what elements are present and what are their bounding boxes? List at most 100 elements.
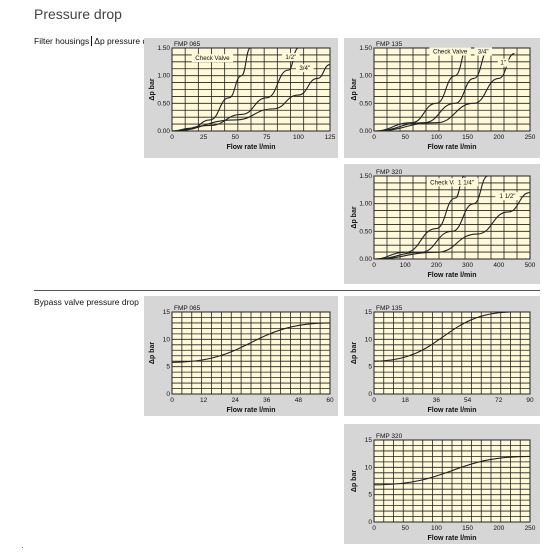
section-filter-housings-subtitle: Δp pressure drop — [94, 36, 160, 46]
chart-fh-fmp320: FMP 320 0 100 200 300 400 500 0.00 0.50 1.00 1.50 F… — [351, 169, 536, 279]
y-axis-label: Δp bar — [149, 342, 156, 364]
x-tick-label: 300 — [462, 262, 473, 269]
y-axis-label: Δp bar — [351, 342, 358, 364]
chart-title: FMP 320 — [376, 169, 403, 176]
y-tick-label: 0 — [368, 519, 372, 526]
x-tick-label: 200 — [431, 262, 442, 269]
y-tick-label: 15 — [365, 437, 373, 444]
series-line-2 — [171, 47, 299, 132]
x-tick-label: 250 — [525, 134, 536, 141]
x-tick-label: 500 — [525, 262, 536, 269]
series-line-1 — [373, 455, 531, 486]
series-line-1 — [373, 175, 465, 260]
chart-panel-bp-fmp135: FMP 135 0 18 36 54 72 90 0 5 10 15 Flow rate l/min Δ… — [344, 296, 540, 416]
x-tick-label: 50 — [402, 525, 410, 532]
x-tick-label: 100 — [400, 262, 411, 269]
y-tick-label: 1.00 — [157, 73, 170, 80]
chart-bp-fmp065: FMP 065 0 12 24 36 48 60 0 5 10 15 Flow rate l/min Δ… — [149, 305, 334, 414]
chart-panel-bp-fmp065: FMP 065 0 12 24 36 48 60 0 5 10 15 Flow rate l/min Δ… — [144, 296, 338, 416]
x-tick-label: 400 — [493, 262, 504, 269]
annotation-background — [497, 58, 509, 67]
x-tick-label: 0 — [372, 134, 376, 141]
annotation-background — [495, 192, 520, 201]
y-tick-label: 15 — [163, 309, 171, 316]
section-bypass-label: Bypass valve pressure drop — [34, 297, 139, 307]
x-tick-label: 18 — [402, 397, 410, 404]
chart-title: FMP 135 — [376, 305, 403, 312]
x-tick-label: 200 — [493, 525, 504, 532]
x-axis-label: Flow rate l/min — [427, 535, 476, 542]
y-tick-label: 1.50 — [359, 45, 372, 52]
y-tick-label: 5 — [368, 364, 372, 371]
chart-panel-bp-fmp320: FMP 320 0 50 100 150 200 250 0 5 10 15 Flow rate l/… — [344, 424, 540, 544]
x-tick-label: 36 — [433, 397, 441, 404]
chart-bp-fmp320: FMP 320 0 50 100 150 200 250 0 5 10 15 Flow rate l/… — [351, 433, 536, 542]
chart-fh-fmp065: FMP 065 0 25 50 75 100 125 0.00 0.50 1.00 1.50 Flow… — [149, 41, 336, 151]
chart-panel-fh-fmp065: FMP 065 0 25 50 75 100 125 0.00 0.50 1.00 1.50 Flow… — [144, 38, 338, 158]
x-axis-label: Flow rate l/min — [226, 144, 275, 151]
annotation-background — [429, 47, 471, 56]
annotation-label: 3/4" — [299, 65, 310, 72]
y-tick-label: 0.50 — [359, 228, 372, 235]
series-line-2 — [373, 47, 490, 132]
x-tick-label: 0 — [170, 397, 174, 404]
x-tick-label: 0 — [372, 397, 376, 404]
annotation-label: Check Valve — [430, 179, 465, 186]
y-tick-label: 0 — [368, 391, 372, 398]
section-divider — [34, 290, 540, 291]
chart-panel-fh-fmp135: FMP 135 0 50 100 150 200 250 0.00 0.50 1.00 1.50 Fl… — [344, 38, 540, 158]
x-tick-label: 48 — [295, 397, 303, 404]
annotation-background — [474, 47, 492, 56]
x-axis-label: Flow rate l/min — [226, 407, 275, 414]
chart-bp-fmp135: FMP 135 0 18 36 54 72 90 0 5 10 15 Flow rate l/min Δ… — [351, 305, 534, 414]
x-axis-label: Flow rate l/min — [427, 407, 476, 414]
annotation-label: 1 1/4" — [458, 179, 474, 186]
section-filter-housings-label: Filter housings Δp pressure drop — [34, 36, 160, 46]
annotation-label: Check Valve — [433, 49, 468, 56]
x-tick-label: 24 — [232, 397, 240, 404]
x-tick-label: 50 — [232, 134, 240, 141]
section-filter-housings-title: Filter housings — [34, 36, 90, 46]
y-tick-label: 0.00 — [359, 128, 372, 135]
y-tick-label: 0 — [166, 391, 170, 398]
y-tick-label: 15 — [365, 309, 373, 316]
annotation-background — [295, 64, 314, 73]
y-tick-label: 1.50 — [359, 173, 372, 180]
annotation-label: 1" — [500, 60, 506, 67]
y-tick-label: 1.00 — [359, 73, 372, 80]
annotation-label: 3/4" — [478, 49, 489, 56]
x-tick-label: 60 — [326, 397, 334, 404]
annotation-label: 1 1/2" — [500, 193, 516, 200]
x-tick-label: 72 — [495, 397, 503, 404]
y-axis-label: Δp bar — [351, 206, 358, 228]
x-tick-label: 0 — [372, 525, 376, 532]
annotation-label: Check Valve — [195, 55, 230, 62]
x-tick-label: 36 — [263, 397, 271, 404]
y-axis-label: Δp bar — [351, 78, 358, 100]
y-tick-label: 1.00 — [359, 201, 372, 208]
x-tick-label: 125 — [325, 134, 336, 141]
x-tick-label: 100 — [431, 134, 442, 141]
x-axis-label: Flow rate l/min — [427, 272, 476, 279]
series-line-1 — [373, 47, 468, 132]
chart-fh-fmp135: FMP 135 0 50 100 150 200 250 0.00 0.50 1.00 1.50 Fl… — [351, 41, 536, 151]
annotation-background — [453, 178, 479, 187]
series-line-1 — [373, 311, 513, 362]
x-tick-label: 0 — [170, 134, 174, 141]
x-tick-label: 100 — [293, 134, 304, 141]
series-line-1 — [171, 322, 331, 363]
chart-title: FMP 065 — [174, 41, 201, 48]
series-line-3 — [373, 192, 531, 260]
annotation-background — [426, 178, 469, 187]
chart-title: FMP 065 — [174, 305, 201, 312]
y-tick-label: 0.00 — [359, 256, 372, 263]
x-tick-label: 54 — [464, 397, 472, 404]
x-tick-label: 150 — [462, 134, 473, 141]
annotation-background — [191, 54, 234, 63]
y-tick-label: 0.50 — [359, 100, 372, 107]
page-title: Pressure drop — [34, 6, 122, 22]
series-line-3 — [171, 64, 331, 132]
chart-panel-fh-fmp320: FMP 320 0 100 200 300 400 500 0.00 0.50 1.00 1.50 F… — [344, 164, 540, 284]
y-tick-label: 10 — [365, 336, 373, 343]
page-dot: · — [21, 543, 24, 552]
